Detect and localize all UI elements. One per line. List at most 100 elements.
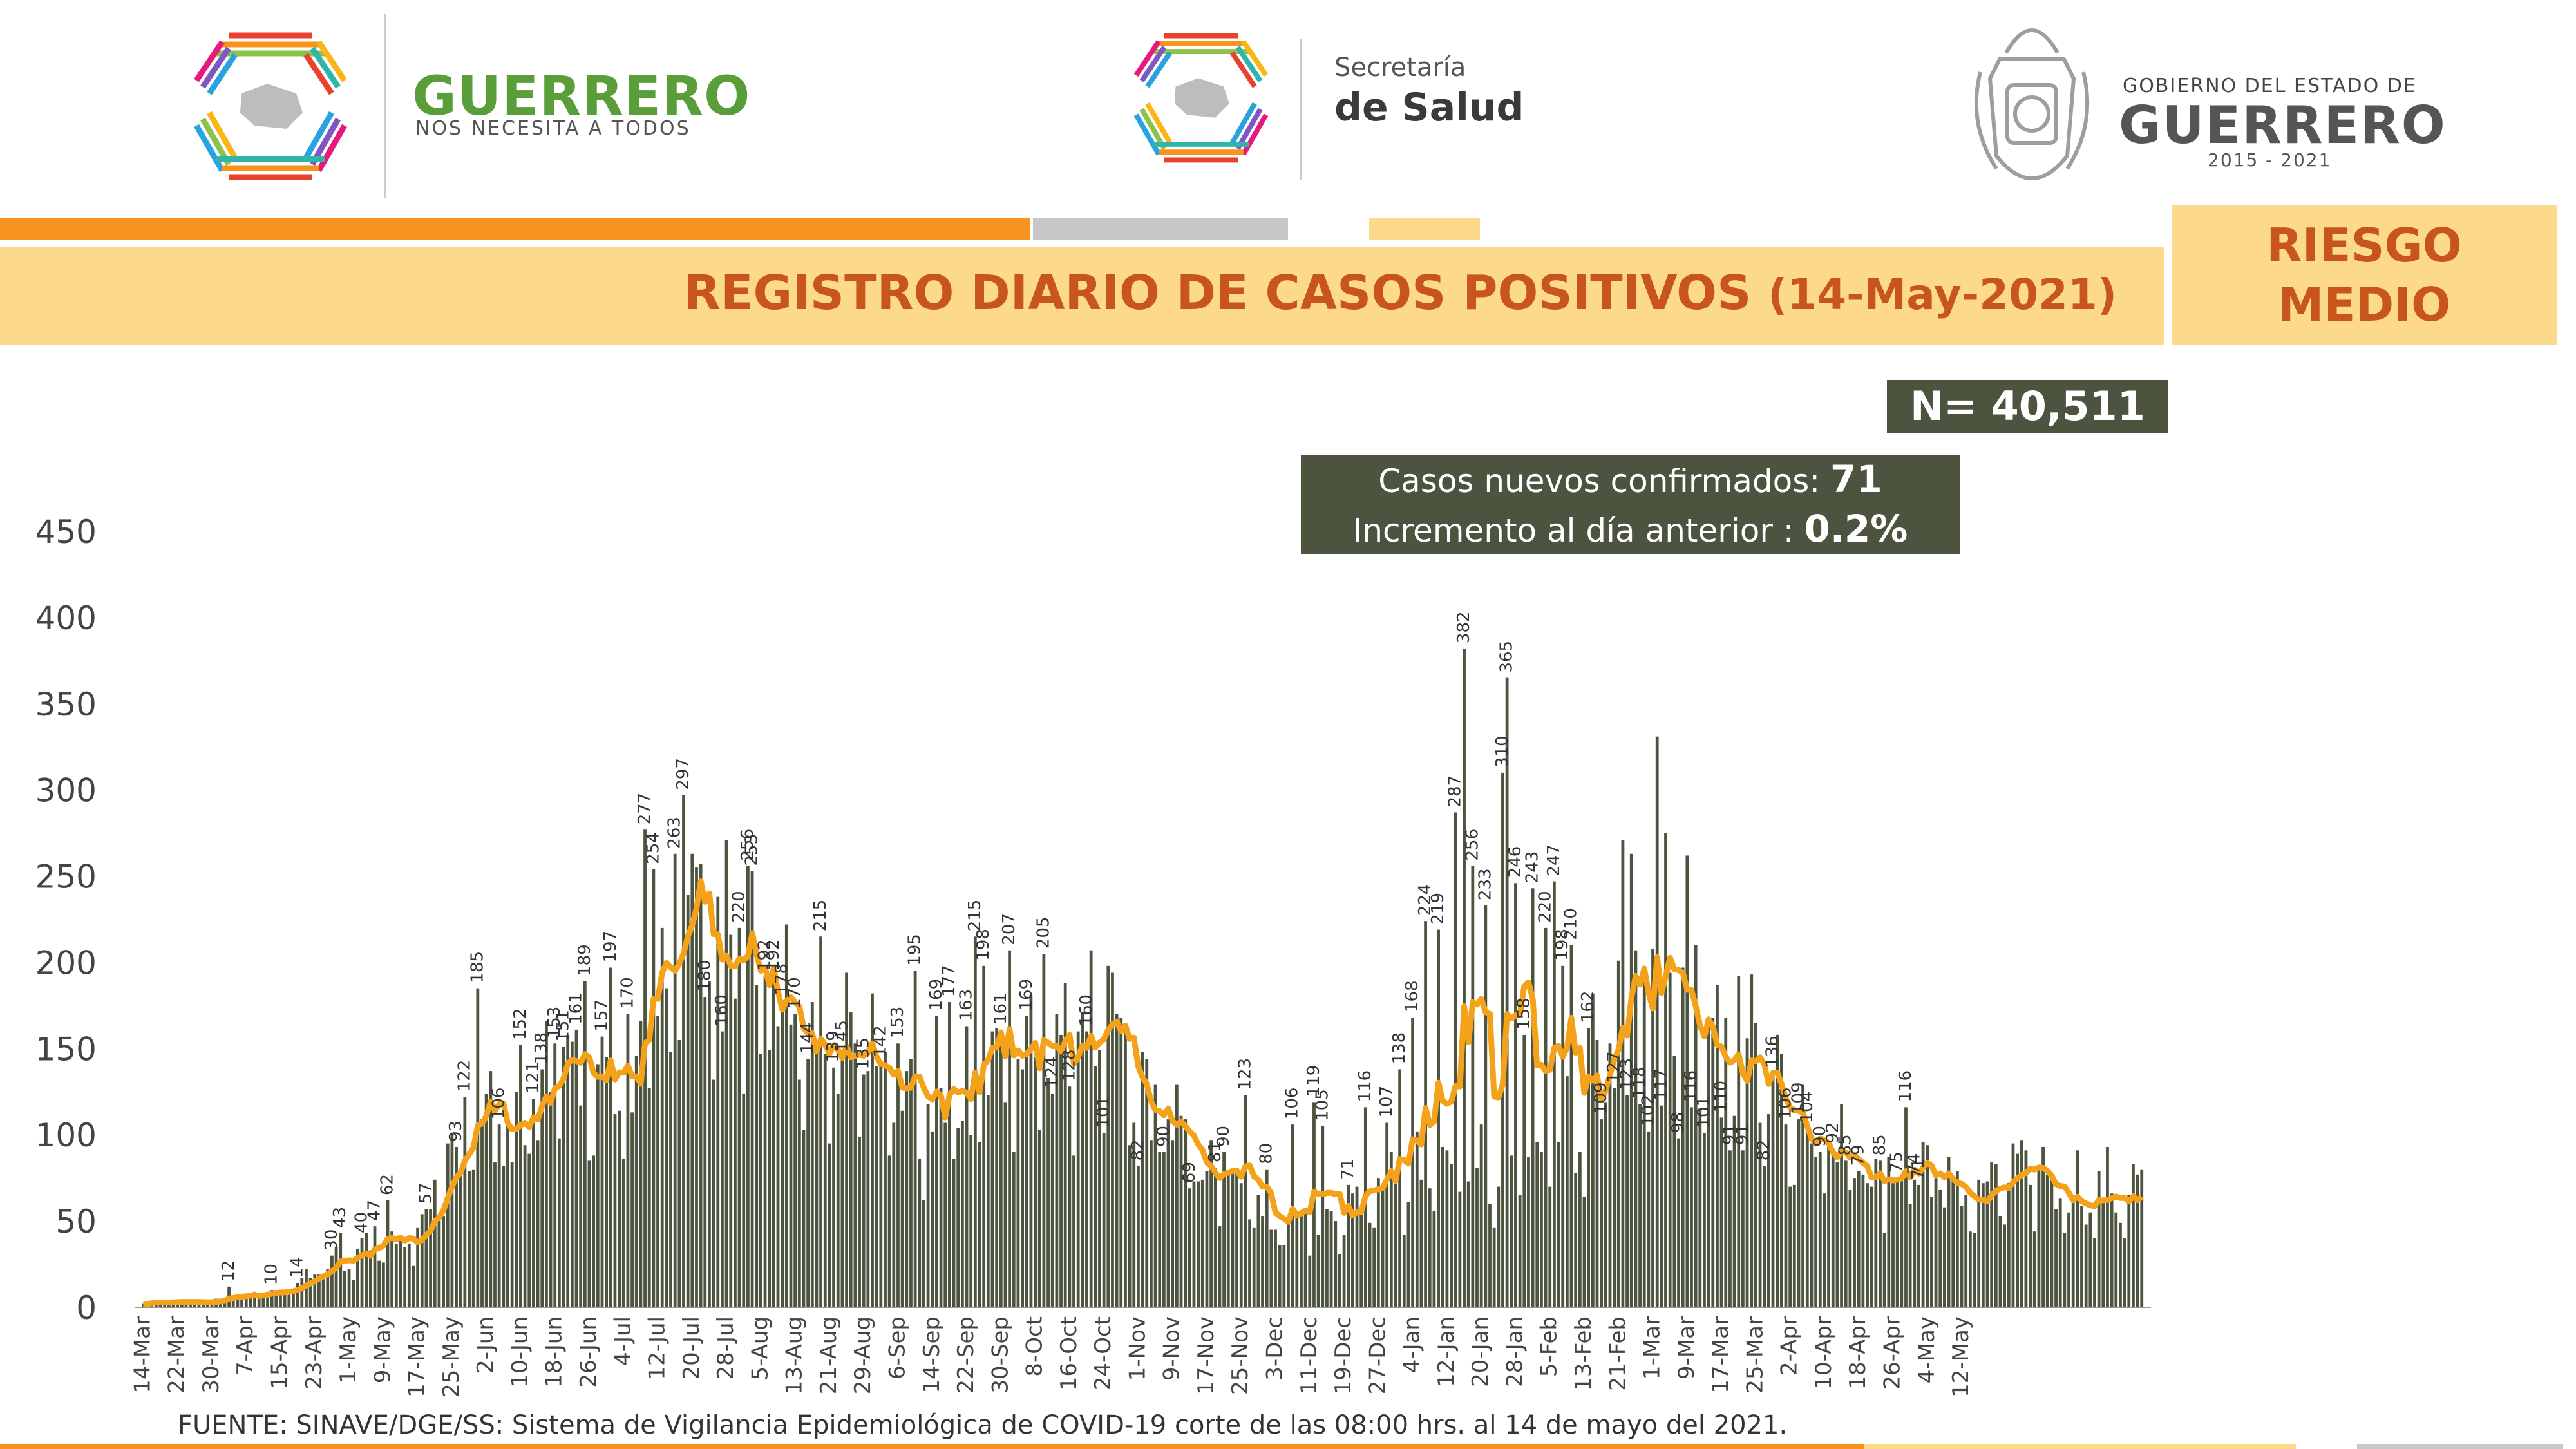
data-bar bbox=[1359, 1209, 1363, 1307]
data-bar bbox=[249, 1295, 252, 1307]
data-bar bbox=[1037, 1130, 1041, 1307]
x-tick-label: 21-Feb bbox=[1605, 1316, 1631, 1391]
data-bar bbox=[424, 1209, 428, 1307]
data-bar bbox=[1192, 1181, 1196, 1307]
data-bar bbox=[1458, 1191, 1462, 1307]
data-bar bbox=[381, 1262, 385, 1307]
data-bar bbox=[231, 1300, 235, 1307]
data-bar bbox=[669, 1052, 672, 1307]
data-bar bbox=[1063, 983, 1067, 1307]
data-bar bbox=[321, 1276, 325, 1307]
data-value-label: 123 bbox=[1617, 1058, 1636, 1090]
data-value-label: 118 bbox=[1630, 1066, 1649, 1099]
data-value-label: 106 bbox=[489, 1088, 509, 1120]
data-bar bbox=[1973, 1233, 1976, 1307]
data-bar bbox=[515, 1092, 518, 1307]
data-bar bbox=[647, 1088, 651, 1307]
data-bar bbox=[296, 1283, 299, 1307]
data-bar bbox=[202, 1303, 205, 1307]
data-bar bbox=[1818, 1152, 1822, 1307]
data-bar bbox=[2136, 1174, 2139, 1307]
data-bar bbox=[468, 1171, 471, 1307]
data-bar bbox=[2020, 1140, 2023, 1307]
data-bar bbox=[1141, 1052, 1144, 1307]
data-bar bbox=[2032, 1231, 2036, 1307]
x-tick-label: 20-Jan bbox=[1468, 1316, 1493, 1387]
data-bar bbox=[1235, 1169, 1238, 1307]
data-value-label: 106 bbox=[1283, 1088, 1302, 1120]
data-bar bbox=[1265, 1169, 1269, 1307]
data-bar bbox=[450, 1133, 454, 1307]
data-bar bbox=[819, 936, 822, 1307]
data-value-label: 215 bbox=[965, 900, 985, 932]
data-bar bbox=[1200, 1179, 1204, 1307]
data-bar bbox=[1445, 1150, 1449, 1307]
x-tick-label: 13-Aug bbox=[782, 1316, 808, 1394]
data-bar bbox=[887, 1155, 891, 1307]
data-bar bbox=[197, 1303, 201, 1307]
data-value-label: 287 bbox=[1446, 775, 1465, 808]
data-bar bbox=[1454, 812, 1457, 1307]
data-bar bbox=[1102, 1133, 1106, 1307]
y-tick-label: 300 bbox=[35, 772, 97, 810]
data-bar bbox=[836, 1093, 840, 1307]
data-value-label: 127 bbox=[1604, 1051, 1624, 1083]
data-bar bbox=[480, 1119, 484, 1307]
data-bar bbox=[1578, 1152, 1582, 1307]
x-tick-label: 7-Apr bbox=[232, 1316, 258, 1376]
title-band bbox=[0, 247, 2164, 345]
data-bar bbox=[1068, 1086, 1072, 1307]
data-bar bbox=[308, 1278, 312, 1307]
data-bar bbox=[926, 1104, 930, 1307]
data-bar bbox=[489, 1071, 493, 1307]
data-bar bbox=[292, 1291, 295, 1307]
data-value-label: 153 bbox=[888, 1007, 907, 1039]
data-bar bbox=[952, 1159, 956, 1307]
data-bar bbox=[1565, 1076, 1569, 1307]
data-bar bbox=[1908, 1204, 1912, 1307]
x-tick-label: 17-May bbox=[404, 1316, 430, 1397]
data-bar bbox=[1638, 1104, 1642, 1307]
y-tick-label: 0 bbox=[76, 1289, 97, 1327]
data-bar bbox=[776, 1026, 780, 1307]
data-bar bbox=[1450, 1164, 1453, 1307]
data-bar bbox=[1831, 1148, 1835, 1307]
data-bar bbox=[1527, 1157, 1530, 1307]
data-bar bbox=[373, 1226, 377, 1307]
data-bar bbox=[1926, 1145, 1929, 1307]
x-tick-label: 22-Sep bbox=[953, 1316, 979, 1394]
data-bar bbox=[257, 1295, 261, 1307]
data-bar bbox=[1548, 1186, 1552, 1307]
data-bar bbox=[1792, 1184, 1796, 1307]
data-value-label: 123 bbox=[1235, 1058, 1255, 1090]
data-bar bbox=[1741, 1150, 1745, 1307]
x-tick-label: 25-Mar bbox=[1742, 1316, 1768, 1394]
data-bar bbox=[1282, 1245, 1286, 1307]
data-bar bbox=[287, 1293, 291, 1307]
x-tick-label: 10-Jun bbox=[507, 1316, 533, 1388]
data-value-label: 247 bbox=[1544, 844, 1564, 876]
data-bar bbox=[510, 1162, 514, 1307]
data-value-label: 85 bbox=[1836, 1134, 1855, 1155]
x-tick-label: 5-Feb bbox=[1537, 1316, 1562, 1377]
data-value-label: 169 bbox=[927, 979, 946, 1011]
data-bar bbox=[1076, 1031, 1080, 1307]
data-value-label: 215 bbox=[811, 900, 830, 932]
data-bar bbox=[2041, 1146, 2045, 1307]
data-bar bbox=[283, 1290, 287, 1307]
data-bar bbox=[1668, 972, 1672, 1307]
data-bar bbox=[995, 1028, 999, 1307]
data-bar bbox=[326, 1269, 330, 1307]
data-bar bbox=[1197, 1181, 1200, 1307]
data-bar bbox=[823, 1054, 827, 1307]
data-bar bbox=[1788, 1186, 1792, 1307]
bottom-yellow-bar bbox=[1864, 1444, 2296, 1449]
data-value-label: 104 bbox=[1797, 1091, 1817, 1123]
data-bar bbox=[2140, 1169, 2144, 1307]
data-value-label: 144 bbox=[798, 1022, 817, 1054]
data-bar bbox=[266, 1291, 269, 1307]
data-bar bbox=[1441, 1146, 1444, 1307]
data-bar bbox=[1338, 1253, 1341, 1307]
data-bar bbox=[570, 1041, 574, 1307]
data-bar bbox=[1252, 1227, 1256, 1307]
